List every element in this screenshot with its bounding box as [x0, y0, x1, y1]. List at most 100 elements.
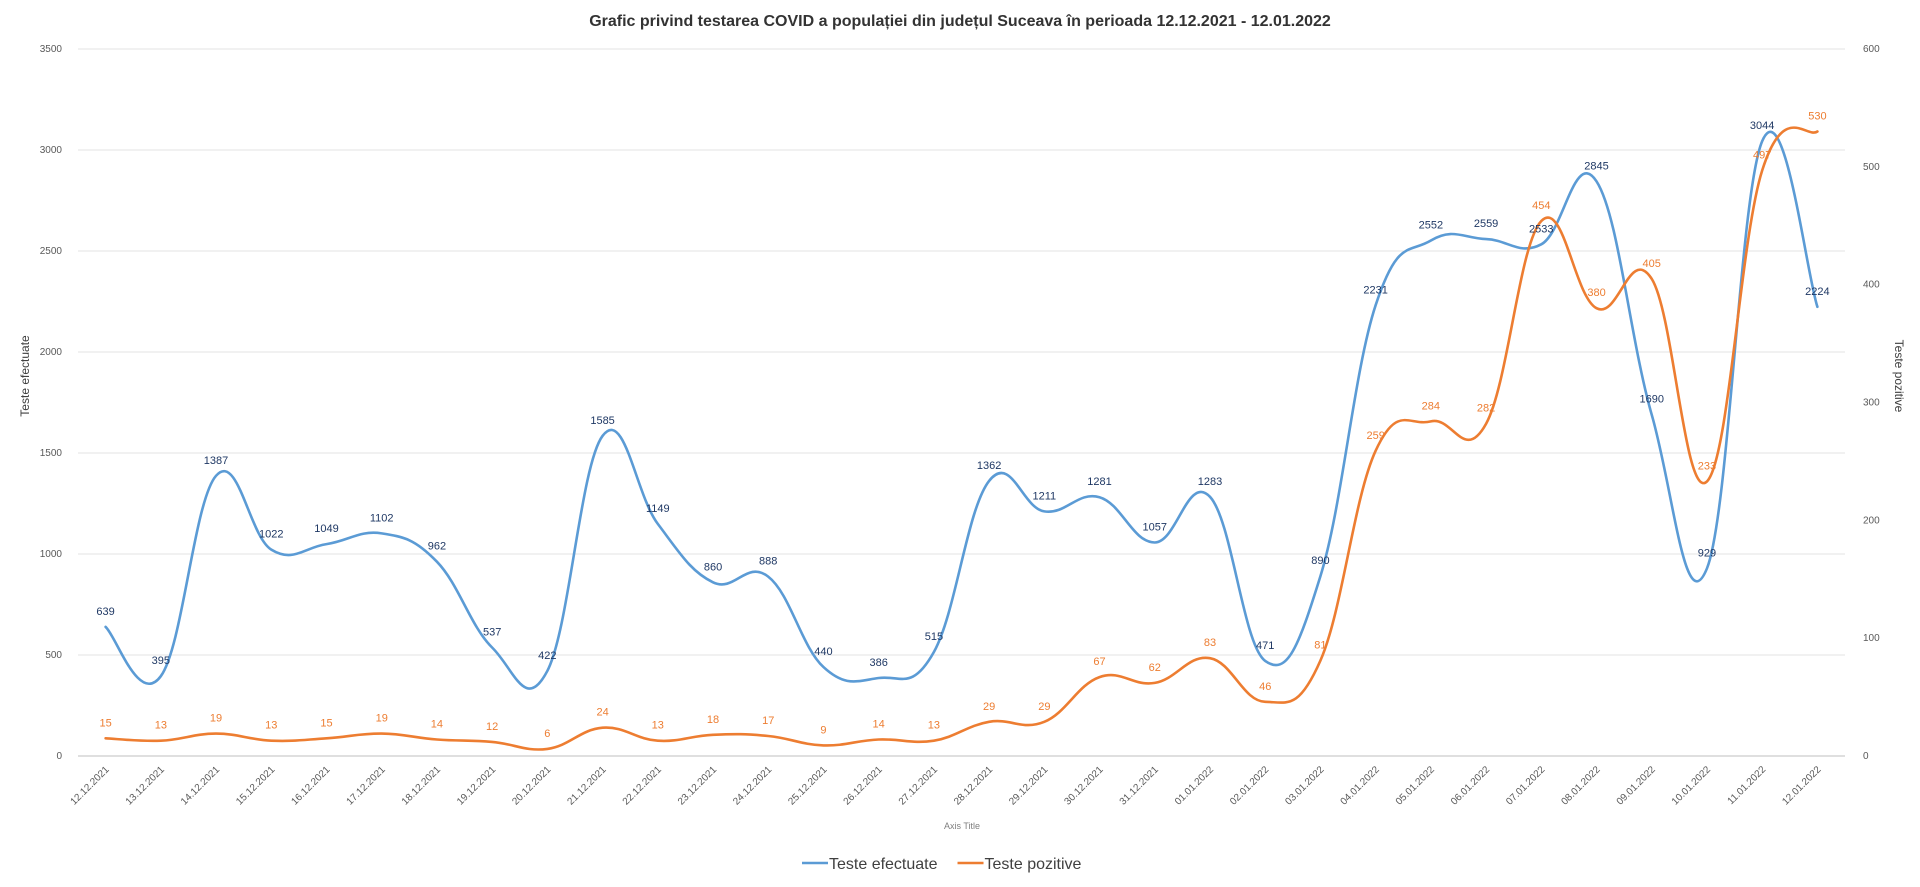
x-tick-label: 06.01.2022 — [1449, 764, 1492, 807]
data-label: 471 — [1256, 640, 1274, 652]
x-tick-label: 12.12.2021 — [69, 764, 112, 807]
data-label: 17 — [762, 715, 774, 727]
x-tick-label: 24.12.2021 — [731, 764, 774, 807]
data-label: 530 — [1808, 110, 1826, 122]
data-label: 46 — [1259, 681, 1271, 693]
x-axis-title: Axis Title — [944, 821, 980, 831]
data-label: 282 — [1477, 403, 1495, 415]
data-label: 422 — [538, 650, 556, 662]
data-label: 14 — [431, 719, 443, 731]
x-tick-label: 17.12.2021 — [345, 764, 388, 807]
left-axis-ticks: 0 500 1000 1500 2000 2500 3000 3500 — [40, 44, 63, 762]
data-label: 13 — [265, 720, 277, 732]
data-label: 1690 — [1639, 394, 1663, 406]
data-label: 259 — [1366, 430, 1384, 442]
data-label: 15 — [320, 717, 332, 729]
data-label: 1211 — [1033, 490, 1057, 502]
data-label: 13 — [155, 720, 167, 732]
y-tick-label: 2000 — [40, 347, 63, 358]
data-label: 9 — [820, 724, 826, 736]
data-label: 639 — [96, 606, 114, 618]
data-label: 497 — [1753, 149, 1771, 161]
data-label: 3044 — [1750, 120, 1774, 132]
x-axis-ticks: 12.12.2021 13.12.2021 14.12.2021 15.12.2021… — [69, 764, 1824, 807]
x-tick-label: 29.12.2021 — [1007, 764, 1050, 807]
y-tick-label: 500 — [45, 650, 62, 661]
data-label: 62 — [1149, 662, 1161, 674]
y-tick-label: 2500 — [40, 246, 63, 257]
y-tick-label: 3000 — [40, 145, 63, 156]
data-label: 1387 — [204, 455, 228, 467]
data-label: 1049 — [314, 523, 338, 535]
data-label: 67 — [1093, 656, 1105, 668]
y2-tick-label: 0 — [1863, 751, 1869, 762]
y2-tick-label: 400 — [1863, 280, 1880, 291]
x-tick-label: 31.12.2021 — [1118, 764, 1161, 807]
data-label: 2845 — [1584, 160, 1608, 172]
data-label: 233 — [1698, 460, 1716, 472]
data-label: 29 — [983, 701, 995, 713]
data-label: 13 — [652, 720, 664, 732]
legend-label-teste-efectuate: Teste efectuate — [829, 856, 938, 873]
data-label: 2224 — [1805, 286, 1829, 298]
x-tick-label: 21.12.2021 — [566, 764, 609, 807]
y-tick-label: 1500 — [40, 448, 63, 459]
x-tick-label: 23.12.2021 — [676, 764, 719, 807]
x-tick-label: 12.01.2022 — [1780, 764, 1823, 807]
series-line-teste-pozitive — [104, 126, 1819, 751]
data-label: 380 — [1587, 287, 1605, 299]
y2-axis-title: Teste pozitive — [1892, 340, 1906, 413]
x-tick-label: 04.01.2022 — [1339, 764, 1382, 807]
data-label: 19 — [210, 713, 222, 725]
data-label: 18 — [707, 714, 719, 726]
y2-tick-label: 600 — [1863, 44, 1880, 55]
y2-tick-label: 300 — [1863, 398, 1880, 409]
data-label: 83 — [1204, 637, 1216, 649]
data-label: 962 — [428, 541, 446, 553]
data-label: 24 — [596, 707, 608, 719]
data-label: 440 — [814, 646, 832, 658]
data-label: 1281 — [1087, 476, 1111, 488]
data-label: 2533 — [1529, 223, 1553, 235]
x-tick-label: 16.12.2021 — [289, 764, 332, 807]
x-tick-label: 09.01.2022 — [1615, 764, 1658, 807]
data-label: 537 — [483, 627, 501, 639]
data-label: 15 — [99, 717, 111, 729]
x-tick-label: 15.12.2021 — [234, 764, 277, 807]
right-axis-ticks: 0 100 200 300 400 500 600 — [1863, 44, 1880, 762]
data-label: 515 — [925, 631, 943, 643]
x-tick-label: 20.12.2021 — [510, 764, 553, 807]
data-label: 1362 — [977, 460, 1001, 472]
data-label: 1585 — [590, 415, 614, 427]
x-tick-label: 07.01.2022 — [1504, 764, 1547, 807]
x-tick-label: 30.12.2021 — [1062, 764, 1105, 807]
x-tick-label: 25.12.2021 — [786, 764, 829, 807]
x-tick-label: 11.01.2022 — [1726, 764, 1769, 807]
x-tick-label: 03.01.2022 — [1283, 764, 1326, 807]
legend-label-teste-pozitive: Teste pozitive — [985, 856, 1082, 873]
x-tick-label: 18.12.2021 — [400, 764, 443, 807]
x-tick-label: 02.01.2022 — [1228, 764, 1271, 807]
data-label: 929 — [1698, 547, 1716, 559]
data-label: 2231 — [1363, 284, 1387, 296]
data-label: 284 — [1422, 400, 1440, 412]
data-label: 1283 — [1198, 476, 1222, 488]
x-tick-label: 26.12.2021 — [842, 764, 885, 807]
y2-tick-label: 500 — [1863, 162, 1880, 173]
x-tick-label: 14.12.2021 — [179, 764, 222, 807]
data-label: 1022 — [259, 529, 283, 541]
data-label: 454 — [1532, 200, 1550, 212]
x-tick-label: 10.01.2022 — [1670, 764, 1713, 807]
x-tick-label: 05.01.2022 — [1394, 764, 1437, 807]
data-label: 12 — [486, 721, 498, 733]
chart-title: Grafic privind testarea COVID a populați… — [589, 13, 1331, 30]
data-label: 81 — [1314, 640, 1326, 652]
gridlines — [78, 48, 1845, 757]
y-tick-label: 1000 — [40, 549, 63, 560]
data-label: 14 — [873, 719, 885, 731]
data-label: 386 — [869, 657, 887, 669]
x-tick-label: 19.12.2021 — [455, 764, 498, 807]
